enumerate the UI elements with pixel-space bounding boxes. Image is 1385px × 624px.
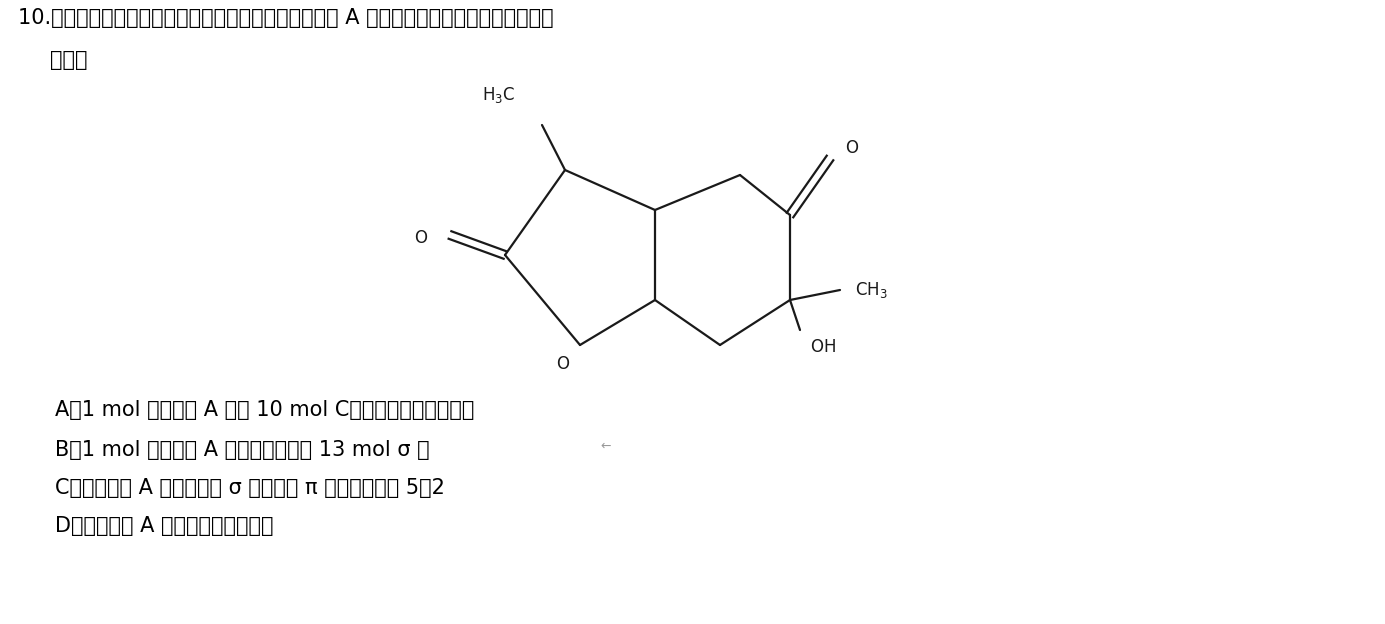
Text: $\mathrm{O}$: $\mathrm{O}$ [845, 139, 859, 157]
Text: $\mathrm{CH_3}$: $\mathrm{CH_3}$ [855, 280, 888, 300]
Text: C．芍药内苷 A 分子中碳氧 σ 键与碳氧 π 键数目之比为 5：2: C．芍药内苷 A 分子中碳氧 σ 键与碳氧 π 键数目之比为 5：2 [55, 478, 445, 498]
Text: 10.　芍药是我国著名的中药材之一，其含有的芍药内苷 A 的结构如图所示，下列有关说法正: 10. 芍药是我国著名的中药材之一，其含有的芍药内苷 A 的结构如图所示，下列有… [18, 8, 554, 28]
Text: D．芍药内苷 A 分子属于非极性分子: D．芍药内苷 A 分子属于非极性分子 [55, 516, 273, 536]
Text: B．1 mol 芍药内苷 A 中氮原子共形成 13 mol σ 键: B．1 mol 芍药内苷 A 中氮原子共形成 13 mol σ 键 [55, 440, 429, 460]
Text: 确的是: 确的是 [50, 50, 87, 70]
Text: $\mathrm{O}$: $\mathrm{O}$ [414, 229, 428, 247]
Text: ←: ← [600, 440, 611, 453]
Text: $\mathrm{OH}$: $\mathrm{OH}$ [810, 338, 837, 356]
Text: A．1 mol 芍药内苷 A 含有 10 mol C，且均形成极性共价键: A．1 mol 芍药内苷 A 含有 10 mol C，且均形成极性共价键 [55, 400, 475, 420]
Text: $\mathrm{O}$: $\mathrm{O}$ [555, 355, 571, 373]
Text: $\mathrm{H_3C}$: $\mathrm{H_3C}$ [482, 85, 515, 105]
